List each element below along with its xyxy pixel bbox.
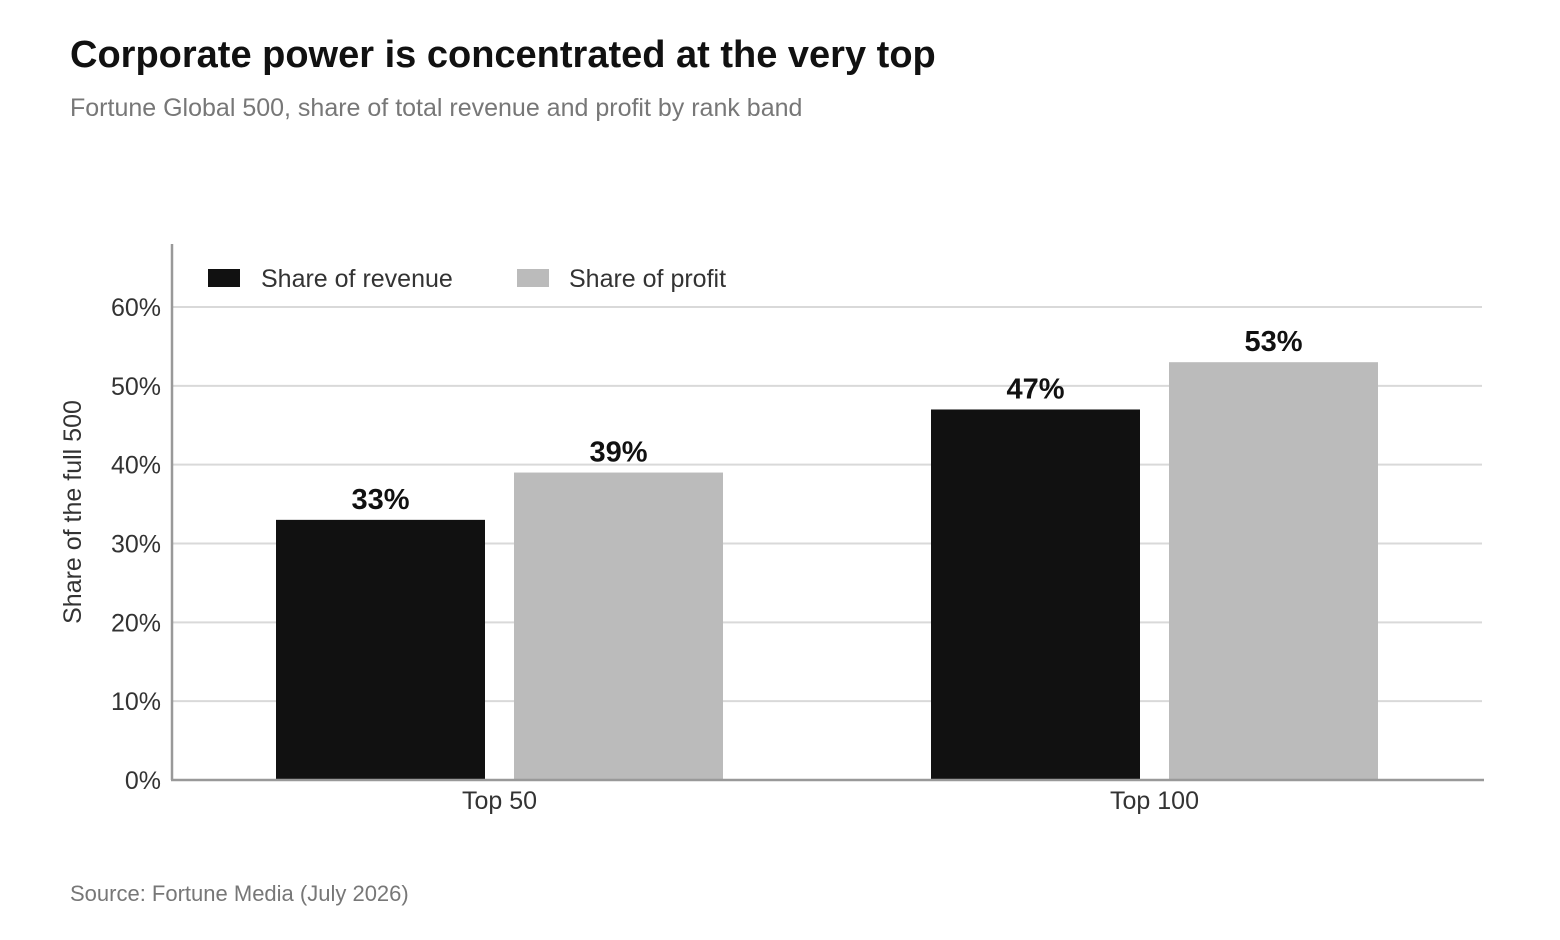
bar — [931, 409, 1140, 780]
legend-swatch — [517, 269, 549, 287]
x-category-label: Top 50 — [462, 787, 537, 815]
y-tick-label: 30% — [111, 531, 161, 559]
legend: Share of revenue Share of profit — [208, 265, 726, 293]
legend-swatch — [208, 269, 240, 287]
bar-value-label: 33% — [351, 484, 409, 516]
x-category-label: Top 100 — [1110, 787, 1199, 815]
bar — [514, 472, 723, 780]
bar — [276, 519, 485, 780]
y-tick-label: 50% — [111, 373, 161, 401]
y-tick-label: 20% — [111, 609, 161, 637]
y-tick-label: 60% — [111, 294, 161, 322]
y-tick-label: 10% — [111, 688, 161, 716]
x-axis-categories: Top 50 Top 100 — [462, 787, 1199, 815]
y-tick-label: 40% — [111, 452, 161, 480]
y-axis-ticks: 0% 10% 20% 30% 40% 50% 60% — [111, 294, 161, 795]
legend-label: Share of revenue — [261, 265, 453, 293]
data-labels: 33% 39% 47% 53% — [351, 326, 1302, 516]
chart-title: Corporate power is concentrated at the v… — [70, 34, 936, 76]
bar-value-label: 39% — [589, 437, 647, 469]
y-axis-title: Share of the full 500 — [59, 400, 87, 624]
legend-label: Share of profit — [569, 265, 726, 293]
bars — [276, 362, 1378, 780]
bar-value-label: 53% — [1244, 326, 1302, 358]
source-note: Source: Fortune Media (July 2026) — [70, 881, 409, 906]
y-tick-label: 0% — [125, 767, 161, 795]
bar-value-label: 47% — [1006, 373, 1064, 405]
bar — [1169, 362, 1378, 780]
chart-subtitle: Fortune Global 500, share of total reven… — [70, 94, 803, 122]
